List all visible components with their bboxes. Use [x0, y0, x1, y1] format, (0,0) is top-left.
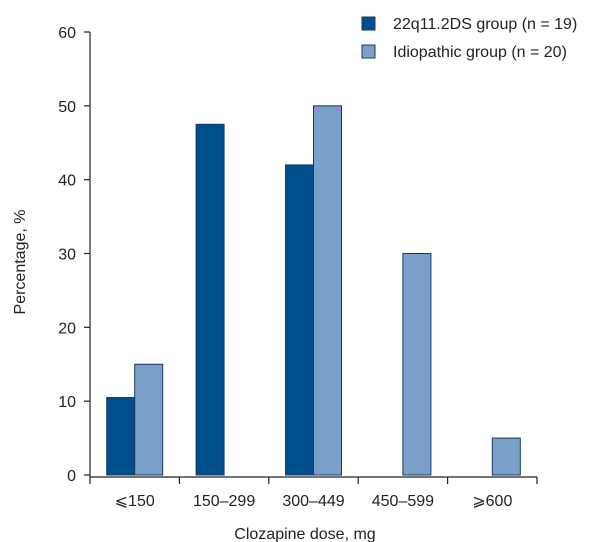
x-axis: ⩽150 150–299 300–449 450–599 ⩾600: [89, 476, 538, 510]
y-tick-label: 0: [67, 468, 76, 485]
legend-swatch-idiopathic: [361, 44, 376, 59]
x-tick-label: 150–299: [193, 493, 255, 510]
bar-series-0-cat-0: [106, 396, 136, 476]
y-tick-label: 20: [58, 320, 76, 337]
legend-series-n: (n = 19): [522, 16, 578, 33]
x-axis-title: Clozapine dose, mg: [234, 526, 375, 542]
legend-label-22q11: 22q11.2DS group (n = 19): [393, 16, 577, 33]
bars: [106, 105, 521, 476]
x-tick-label: 300–449: [282, 493, 344, 510]
x-tick-label: ⩽150: [115, 493, 155, 510]
y-tick-label: 40: [58, 173, 76, 190]
y-tick-label: 60: [58, 25, 76, 42]
legend-series-name: 22q11.2DS group: [393, 16, 522, 33]
legend-label-idiopathic: Idiopathic group (n = 20): [393, 44, 567, 61]
legend-series-name: Idiopathic group: [393, 44, 511, 61]
bar-series-1-cat-2: [313, 105, 342, 476]
y-tick-label: 10: [58, 394, 76, 411]
y-tick-label: 50: [58, 99, 76, 116]
legend-swatch-22q11: [361, 16, 376, 31]
x-tick-label: ⩾600: [472, 493, 512, 510]
y-tick-label: 30: [58, 247, 76, 264]
legend: 22q11.2DS group (n = 19) Idiopathic grou…: [361, 16, 577, 61]
y-axis: 0 10 20 30 40 50 60: [58, 25, 91, 485]
legend-series-n: (n = 20): [511, 44, 567, 61]
bar-series-1-cat-0: [134, 363, 164, 476]
bar-series-0-cat-1: [195, 123, 225, 476]
x-tick-label: 450–599: [372, 493, 434, 510]
bar-series-1-cat-3: [402, 253, 432, 476]
y-axis-title: Percentage, %: [12, 210, 29, 315]
bar-series-0-cat-2: [285, 164, 314, 476]
bar-series-1-cat-4: [491, 437, 521, 476]
